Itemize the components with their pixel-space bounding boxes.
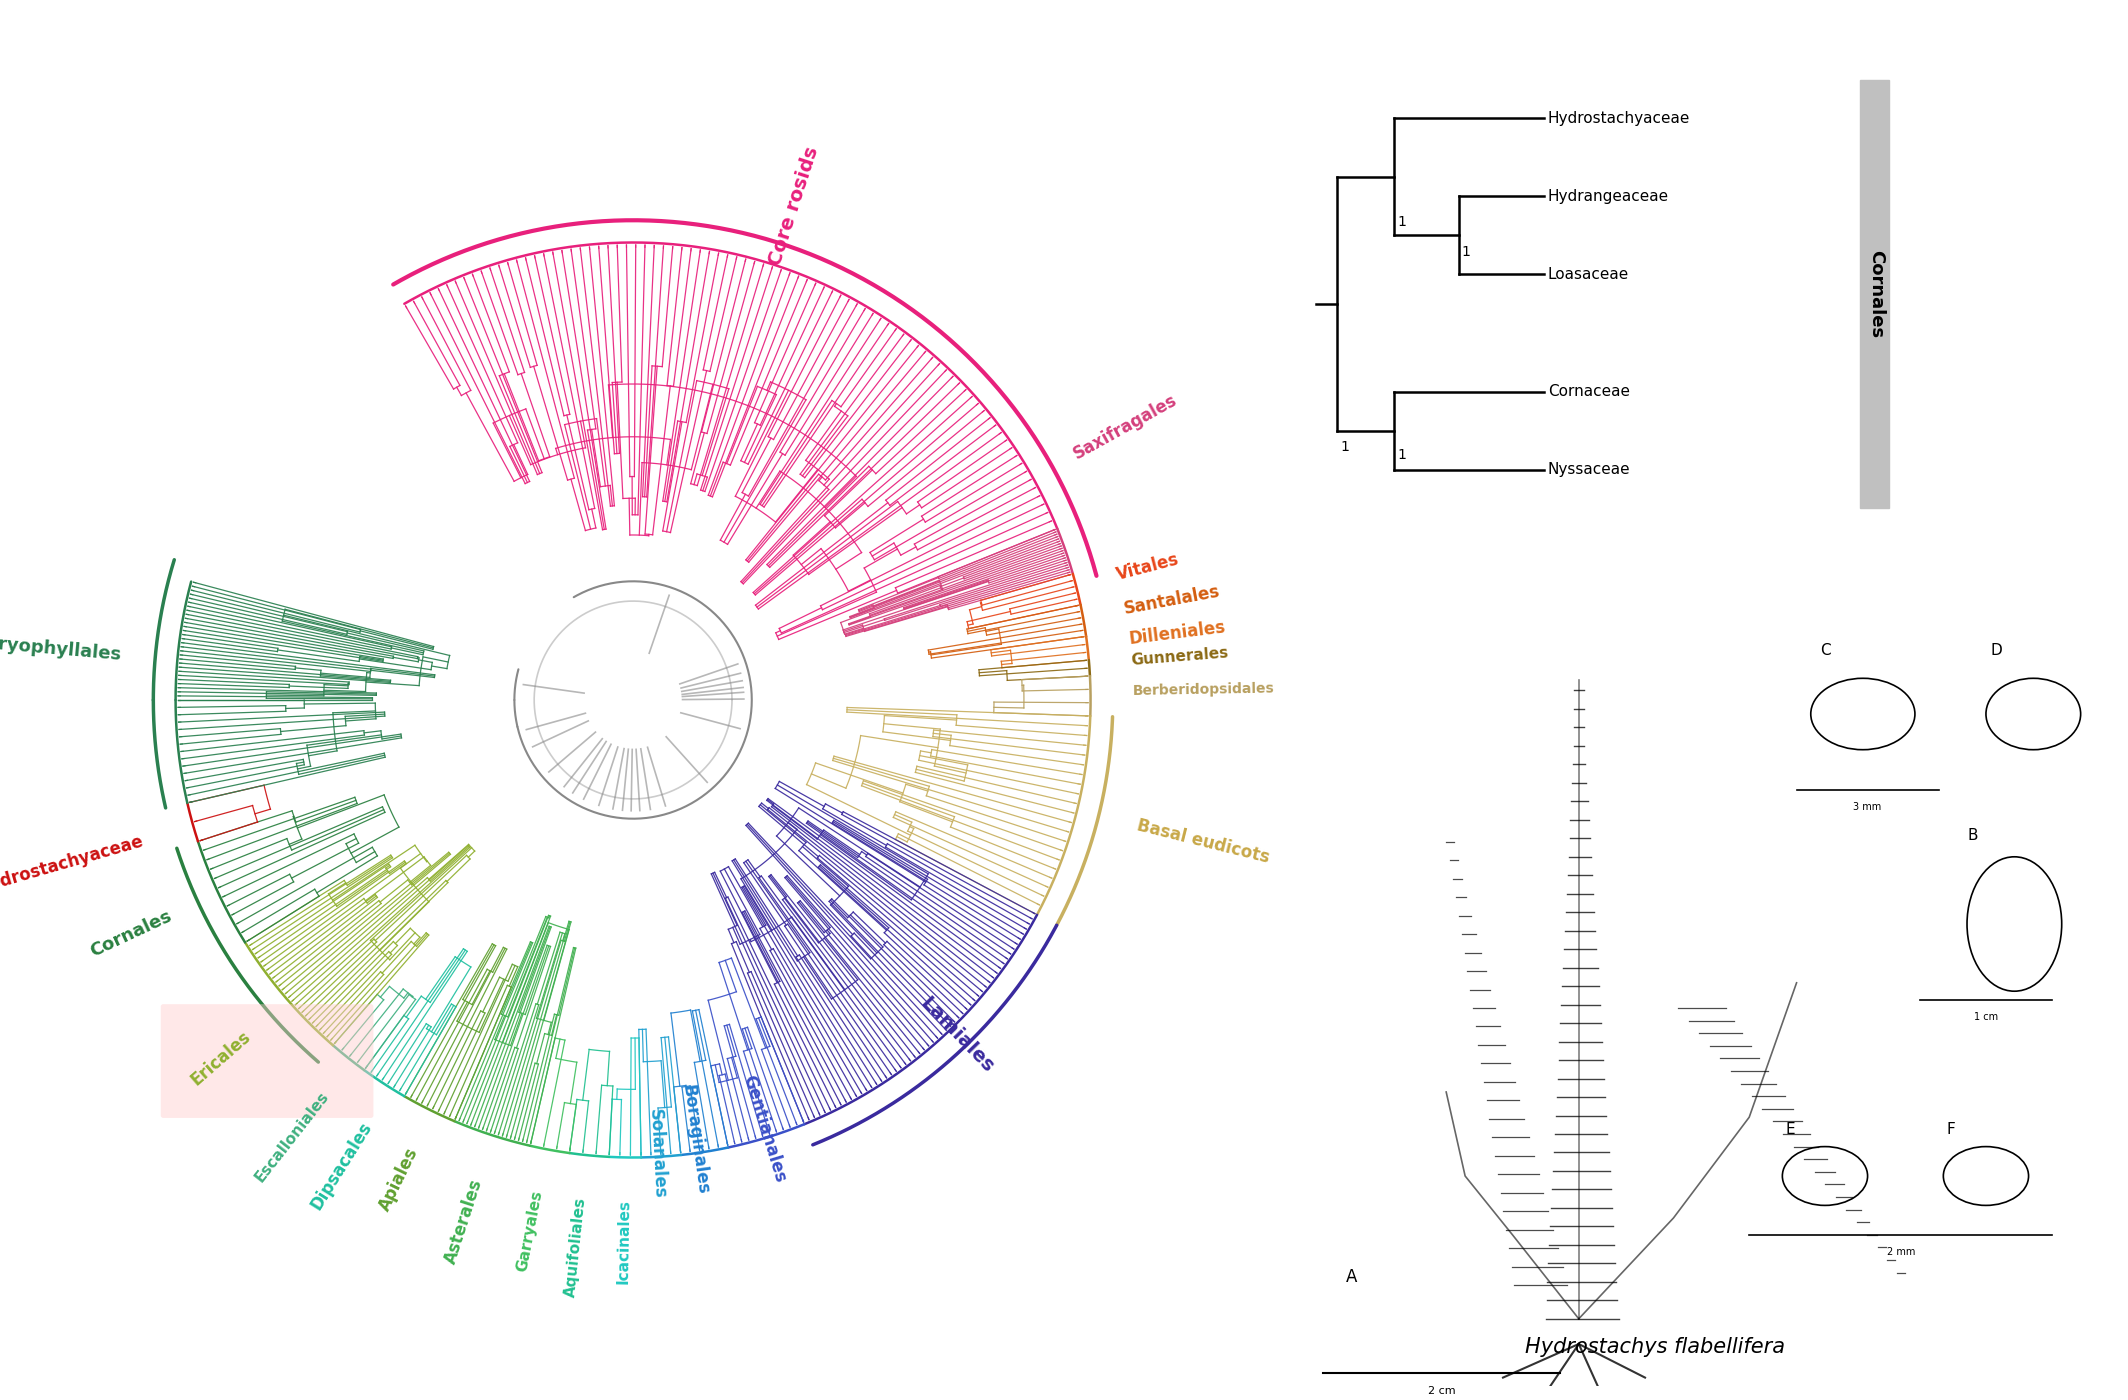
Text: F: F bbox=[1947, 1121, 1956, 1137]
Text: Ericales: Ericales bbox=[187, 1028, 255, 1089]
Text: Santalales: Santalales bbox=[1124, 582, 1221, 617]
Text: Loasaceae: Loasaceae bbox=[1547, 267, 1630, 281]
Text: Boraginales: Boraginales bbox=[679, 1084, 711, 1196]
Text: Cornaceae: Cornaceae bbox=[1547, 384, 1630, 399]
Text: Gunnerales: Gunnerales bbox=[1130, 645, 1230, 668]
Text: Asterales: Asterales bbox=[440, 1177, 485, 1267]
Text: Saxifragales: Saxifragales bbox=[1070, 392, 1181, 463]
Text: Hydrostachyaceae: Hydrostachyaceae bbox=[1547, 111, 1690, 126]
Text: Core rosids: Core rosids bbox=[766, 144, 821, 269]
Text: Cornales: Cornales bbox=[87, 907, 174, 960]
Text: 1: 1 bbox=[1462, 245, 1470, 259]
Text: A: A bbox=[1345, 1268, 1358, 1285]
Text: C: C bbox=[1819, 643, 1830, 658]
Bar bbox=[1860, 80, 1890, 508]
Text: Aquifoliales: Aquifoliales bbox=[564, 1196, 587, 1298]
Text: Icacinales: Icacinales bbox=[615, 1200, 632, 1284]
Text: 1: 1 bbox=[1398, 448, 1407, 462]
Text: Hydrostachyaceae: Hydrostachyaceae bbox=[0, 832, 147, 896]
Text: Berberidopsidales: Berberidopsidales bbox=[1132, 682, 1275, 699]
Text: 1 cm: 1 cm bbox=[1975, 1012, 1998, 1022]
Text: D: D bbox=[1990, 643, 2002, 658]
Text: Gentianales: Gentianales bbox=[738, 1074, 789, 1184]
FancyBboxPatch shape bbox=[162, 1004, 372, 1119]
Text: B: B bbox=[1966, 827, 1977, 843]
Text: 3 mm: 3 mm bbox=[1853, 802, 1881, 812]
Text: Hydrostachys flabellifera: Hydrostachys flabellifera bbox=[1524, 1337, 1785, 1357]
Text: 2 mm: 2 mm bbox=[1888, 1247, 1915, 1257]
Text: Cornales: Cornales bbox=[1866, 251, 1885, 337]
Text: Apiales: Apiales bbox=[377, 1145, 421, 1214]
Text: Garryales: Garryales bbox=[515, 1189, 545, 1273]
Text: Dipsacales: Dipsacales bbox=[309, 1119, 377, 1214]
Text: Nyssaceae: Nyssaceae bbox=[1547, 462, 1630, 477]
Text: 2 cm: 2 cm bbox=[1428, 1386, 1456, 1396]
Text: 1: 1 bbox=[1398, 216, 1407, 230]
Text: Hydrangeaceae: Hydrangeaceae bbox=[1547, 189, 1668, 204]
Text: Caryophyllales: Caryophyllales bbox=[0, 633, 121, 664]
Text: E: E bbox=[1785, 1121, 1794, 1137]
Text: Dilleniales: Dilleniales bbox=[1128, 619, 1226, 648]
Text: Vitales: Vitales bbox=[1115, 550, 1181, 584]
Text: Lamiales: Lamiales bbox=[917, 994, 998, 1077]
Text: Escalloniales: Escalloniales bbox=[251, 1089, 332, 1186]
Text: 1: 1 bbox=[1341, 440, 1349, 454]
Text: Basal eudicots: Basal eudicots bbox=[1134, 818, 1270, 867]
Text: Solanales: Solanales bbox=[645, 1109, 668, 1200]
